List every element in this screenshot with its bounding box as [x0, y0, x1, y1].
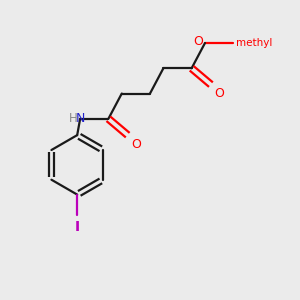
Text: H: H	[69, 112, 78, 125]
Text: O: O	[214, 87, 224, 100]
Text: O: O	[194, 35, 203, 48]
Text: I: I	[75, 220, 80, 234]
Text: N: N	[76, 112, 85, 125]
Text: methyl: methyl	[236, 38, 272, 48]
Text: O: O	[131, 137, 141, 151]
